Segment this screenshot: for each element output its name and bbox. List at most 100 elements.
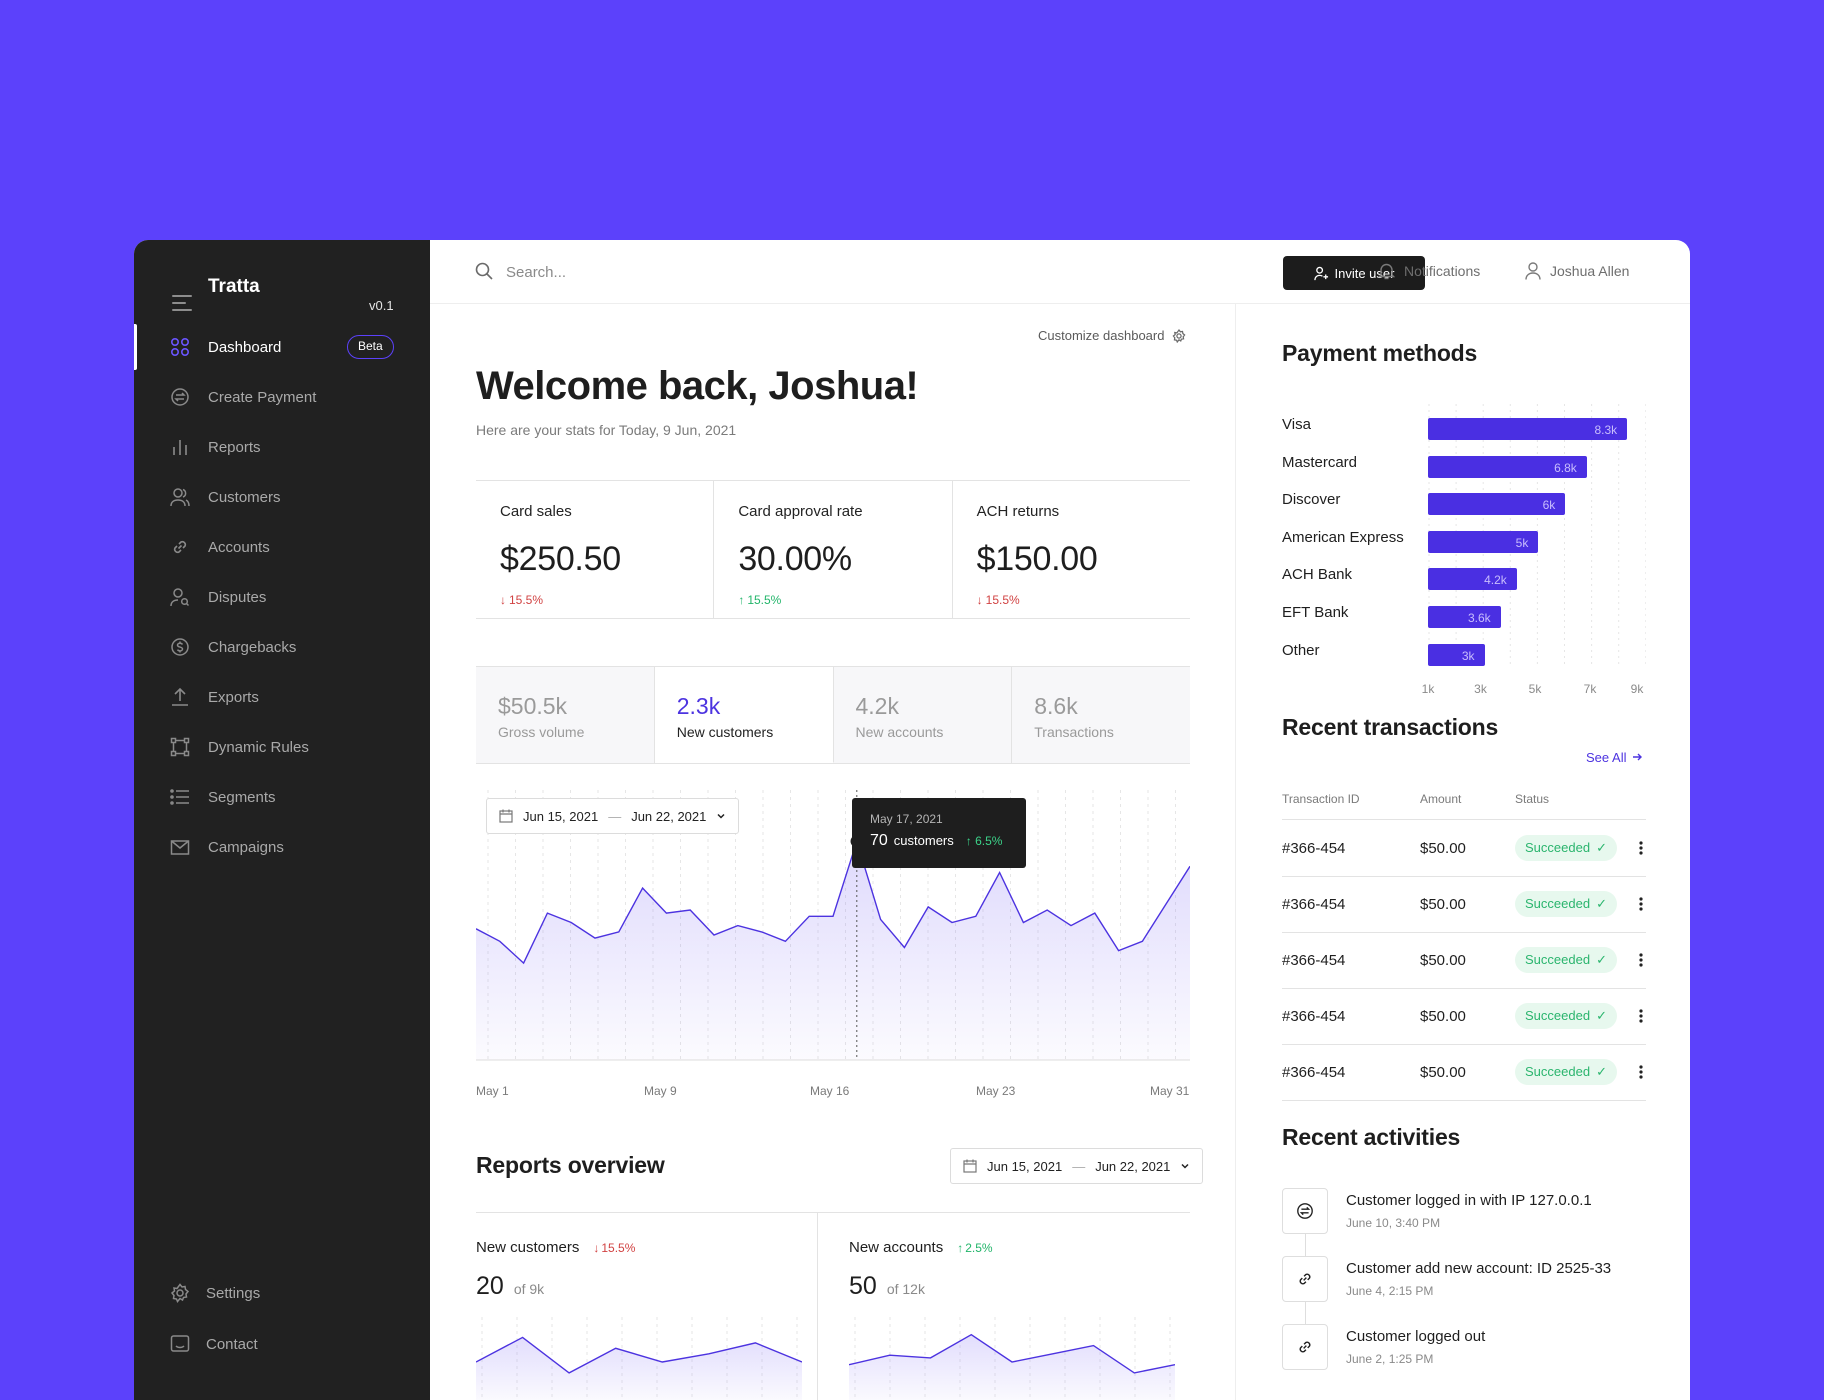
report-sparkline xyxy=(476,1317,802,1400)
check-icon: ✓ xyxy=(1596,840,1607,855)
invite-user-button[interactable]: Invite user xyxy=(1283,256,1425,290)
series-area xyxy=(476,1337,802,1400)
recent-activities-title: Recent activities xyxy=(1282,1124,1461,1150)
stat-label: ACH returns xyxy=(976,503,1060,520)
transaction-id: #366-454 xyxy=(1282,896,1346,913)
sidebar-item-dashboard[interactable]: Dashboard Beta xyxy=(134,322,430,372)
sidebar-item-exports[interactable]: Exports xyxy=(134,672,430,722)
series-line xyxy=(849,1333,1175,1374)
sidebar-item-contact[interactable]: Contact xyxy=(134,1319,430,1370)
link-icon xyxy=(170,537,190,557)
tab-new-accounts[interactable]: 4.2k New accounts xyxy=(833,667,1013,763)
more-options-icon[interactable] xyxy=(1636,1005,1646,1027)
report-change: ↓ 15.5% xyxy=(593,1240,636,1255)
sidebar-item-dynamic-rules[interactable]: Dynamic Rules xyxy=(134,722,430,772)
activity-text: Customer logged in with IP 127.0.0.1 xyxy=(1346,1192,1592,1209)
transaction-row[interactable]: #366-454 $50.00 Succeeded ✓ xyxy=(1282,933,1646,989)
activity-item: Customer add new account: ID 2525-33 June… xyxy=(1282,1256,1646,1324)
see-all-link[interactable]: See All xyxy=(1586,750,1643,765)
arrow-down-icon: ↓ xyxy=(500,593,506,607)
user-name: Joshua Allen xyxy=(1550,263,1630,279)
column-header: Amount xyxy=(1420,792,1462,806)
calendar-icon xyxy=(499,809,513,823)
search-input[interactable] xyxy=(506,258,906,286)
users-icon xyxy=(170,487,190,507)
sidebar-nav: Dashboard Beta Create Payment Reports C xyxy=(134,322,430,872)
activity-connector xyxy=(1305,1234,1306,1256)
transaction-row[interactable]: #366-454 $50.00 Succeeded ✓ xyxy=(1282,877,1646,933)
payment-method-label: Discover xyxy=(1282,491,1341,509)
sidebar-item-label: Settings xyxy=(206,1285,261,1302)
arrow-right-icon xyxy=(1632,750,1643,765)
activity-text: Customer logged out xyxy=(1346,1328,1486,1345)
payment-methods-chart: Visa 8.3k Mastercard 6.8k Discover 6k American… xyxy=(1282,404,1646,696)
calendar-icon xyxy=(963,1159,977,1173)
sidebar-item-create-payment[interactable]: Create Payment xyxy=(134,372,430,422)
status-label: Succeeded xyxy=(1525,896,1591,911)
tab-transactions[interactable]: 8.6k Transactions xyxy=(1012,667,1190,763)
link-icon xyxy=(1282,1324,1328,1370)
workflow-icon xyxy=(170,737,190,757)
transaction-amount: $50.00 xyxy=(1420,1008,1466,1025)
date-range-picker[interactable]: Jun 15, 2021 — Jun 22, 2021 xyxy=(486,798,740,834)
user-icon xyxy=(1525,262,1541,280)
status-badge: Succeeded ✓ xyxy=(1515,1059,1617,1085)
reports-date-range-picker[interactable]: Jun 15, 2021 — Jun 22, 2021 xyxy=(950,1148,1204,1184)
reports-overview: New customers ↓ 15.5% 20 of 9k New accou… xyxy=(476,1212,1190,1400)
sidebar-item-reports[interactable]: Reports xyxy=(134,422,430,472)
chevron-down-icon xyxy=(716,809,726,824)
upload-icon xyxy=(170,687,190,707)
mail-icon xyxy=(170,837,190,857)
sidebar-item-label: Dashboard xyxy=(208,338,282,356)
tab-gross-volume[interactable]: $50.5k Gross volume xyxy=(476,667,655,763)
more-options-icon[interactable] xyxy=(1636,837,1646,859)
gear-icon xyxy=(170,1283,190,1303)
series-line xyxy=(476,1336,802,1374)
brand-name: Tratta xyxy=(208,276,260,297)
more-options-icon[interactable] xyxy=(1636,893,1646,915)
tooltip-unit: customers xyxy=(893,833,954,848)
chart-tooltip: May 17, 2021 70 customers ↑ 6.5% xyxy=(852,798,1026,868)
notifications-label: Notifications xyxy=(1404,263,1481,279)
series-area xyxy=(849,1334,1175,1400)
more-options-icon[interactable] xyxy=(1636,1061,1646,1083)
sidebar-item-label: Exports xyxy=(208,688,259,706)
sidebar-item-customers[interactable]: Customers xyxy=(134,472,430,522)
sidebar-item-accounts[interactable]: Accounts xyxy=(134,522,430,572)
transaction-row[interactable]: #366-454 $50.00 Succeeded ✓ xyxy=(1282,1045,1646,1101)
transaction-row[interactable]: #366-454 $50.00 Succeeded ✓ xyxy=(1282,989,1646,1045)
app-window: Tratta v0.1 Dashboard Beta Create Paymen… xyxy=(134,240,1690,1400)
stat-card-approval-rate: Card approval rate 30.00% ↑ 15.5% xyxy=(714,481,953,618)
transaction-id: #366-454 xyxy=(1282,952,1346,969)
customers-chart: Jun 15, 2021 — Jun 22, 2021 May 17, 2021… xyxy=(475,790,1191,1080)
report-total: of 9k xyxy=(513,1281,545,1297)
sidebar: Tratta v0.1 Dashboard Beta Create Paymen… xyxy=(134,240,430,1400)
transaction-row[interactable]: #366-454 $50.00 Succeeded ✓ xyxy=(1282,821,1646,877)
payment-methods-title: Payment methods xyxy=(1282,340,1478,366)
add-user-icon xyxy=(1313,266,1328,280)
sidebar-item-campaigns[interactable]: Campaigns xyxy=(134,822,430,872)
tab-new-customers[interactable]: 2.3k New customers xyxy=(654,667,834,763)
payment-method-label: Mastercard xyxy=(1282,453,1358,471)
sidebar-item-disputes[interactable]: Disputes xyxy=(134,572,430,622)
menu-icon[interactable] xyxy=(172,292,192,314)
transaction-amount: $50.00 xyxy=(1420,1064,1466,1081)
tab-label: New customers xyxy=(676,724,774,740)
stat-value: $250.50 xyxy=(500,540,621,578)
payment-method-label: Visa xyxy=(1282,416,1311,433)
payment-method-bar: 3k xyxy=(1428,643,1485,666)
sidebar-item-segments[interactable]: Segments xyxy=(134,772,430,822)
check-icon: ✓ xyxy=(1596,1008,1607,1023)
notifications-button[interactable]: Notifications xyxy=(1378,262,1480,280)
recent-transactions-title: Recent transactions xyxy=(1282,714,1499,740)
more-options-icon[interactable] xyxy=(1636,949,1646,971)
sidebar-item-settings[interactable]: Settings xyxy=(134,1268,430,1319)
activity-text: Customer add new account: ID 2525-33 xyxy=(1346,1260,1612,1277)
sidebar-item-chargebacks[interactable]: Chargebacks xyxy=(134,622,430,672)
bar-chart-icon xyxy=(170,437,190,457)
customize-dashboard-button[interactable]: Customize dashboard xyxy=(1038,328,1186,343)
sidebar-item-label: Disputes xyxy=(208,588,267,606)
user-menu[interactable]: Joshua Allen xyxy=(1525,262,1629,280)
sidebar-item-label: Reports xyxy=(208,438,261,456)
tooltip-value: 70 xyxy=(870,832,888,849)
